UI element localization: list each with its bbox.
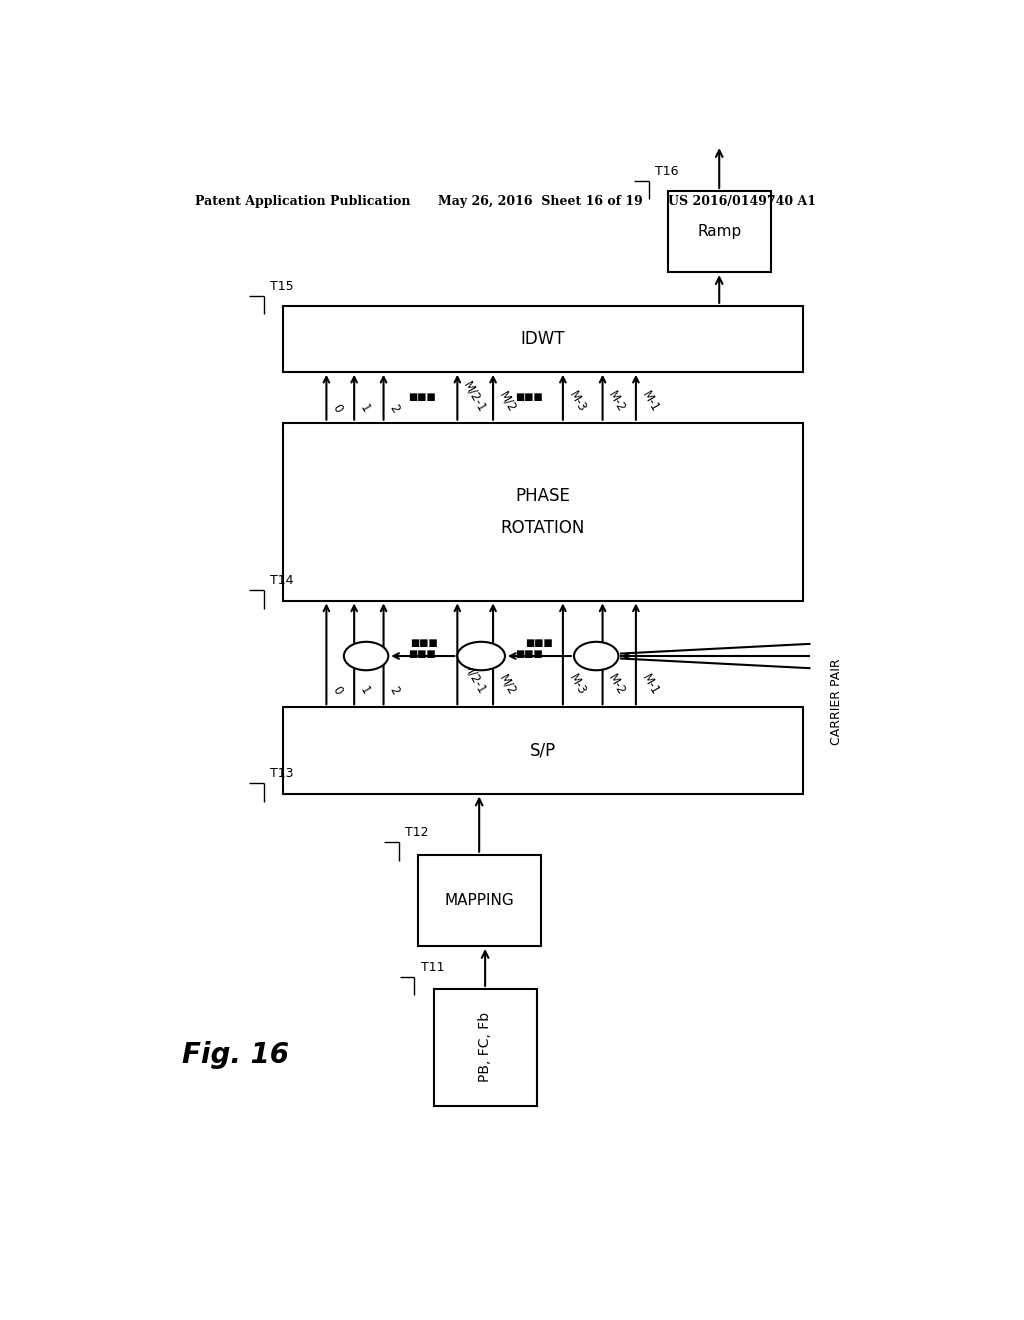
Text: ■■■: ■■■ <box>410 638 437 648</box>
Ellipse shape <box>458 642 505 671</box>
Bar <box>668 191 771 272</box>
Ellipse shape <box>574 642 618 671</box>
Text: 2: 2 <box>387 401 401 414</box>
Text: IDWT: IDWT <box>520 330 565 347</box>
Text: M-2: M-2 <box>606 389 628 414</box>
Text: M/2-1: M/2-1 <box>461 661 488 697</box>
Text: T14: T14 <box>270 574 294 587</box>
Text: T12: T12 <box>404 826 428 840</box>
Text: PB, FC, Fb: PB, FC, Fb <box>478 1012 493 1082</box>
Text: ■■■: ■■■ <box>408 392 435 403</box>
Text: M-3: M-3 <box>566 389 588 414</box>
Ellipse shape <box>344 642 388 671</box>
Text: 1: 1 <box>357 401 373 414</box>
Text: S/P: S/P <box>529 742 556 759</box>
Bar <box>418 854 541 946</box>
Text: 2: 2 <box>387 684 401 697</box>
Text: Patent Application Publication: Patent Application Publication <box>196 194 411 207</box>
Text: 1: 1 <box>357 684 373 697</box>
Text: 0: 0 <box>330 684 344 697</box>
Text: PHASE
ROTATION: PHASE ROTATION <box>501 487 585 537</box>
Text: US 2016/0149740 A1: US 2016/0149740 A1 <box>668 194 816 207</box>
Text: M/2-1: M/2-1 <box>461 379 488 414</box>
Text: M-3: M-3 <box>566 672 588 697</box>
Text: T16: T16 <box>655 165 679 178</box>
Text: ■■■: ■■■ <box>515 392 543 403</box>
Bar <box>283 708 803 793</box>
Text: MAPPING: MAPPING <box>444 892 514 908</box>
Text: ■■■: ■■■ <box>515 649 543 659</box>
Text: ■■■: ■■■ <box>525 638 553 648</box>
Text: M-2: M-2 <box>606 672 628 697</box>
Text: T15: T15 <box>270 280 294 293</box>
Text: ■■■: ■■■ <box>408 649 435 659</box>
Text: T11: T11 <box>421 961 444 974</box>
Text: May 26, 2016  Sheet 16 of 19: May 26, 2016 Sheet 16 of 19 <box>437 194 642 207</box>
Text: Ramp: Ramp <box>697 224 741 239</box>
Text: Fig. 16: Fig. 16 <box>181 1041 289 1069</box>
Text: M/2: M/2 <box>497 389 518 414</box>
Text: M-1: M-1 <box>639 672 662 697</box>
Bar <box>433 989 537 1106</box>
Bar <box>283 422 803 601</box>
Text: T13: T13 <box>270 767 294 780</box>
Text: 0: 0 <box>330 401 344 414</box>
Text: M-1: M-1 <box>639 389 662 414</box>
Text: M/2: M/2 <box>497 672 518 697</box>
Text: CARRIER PAIR: CARRIER PAIR <box>830 659 844 746</box>
Bar <box>283 306 803 372</box>
